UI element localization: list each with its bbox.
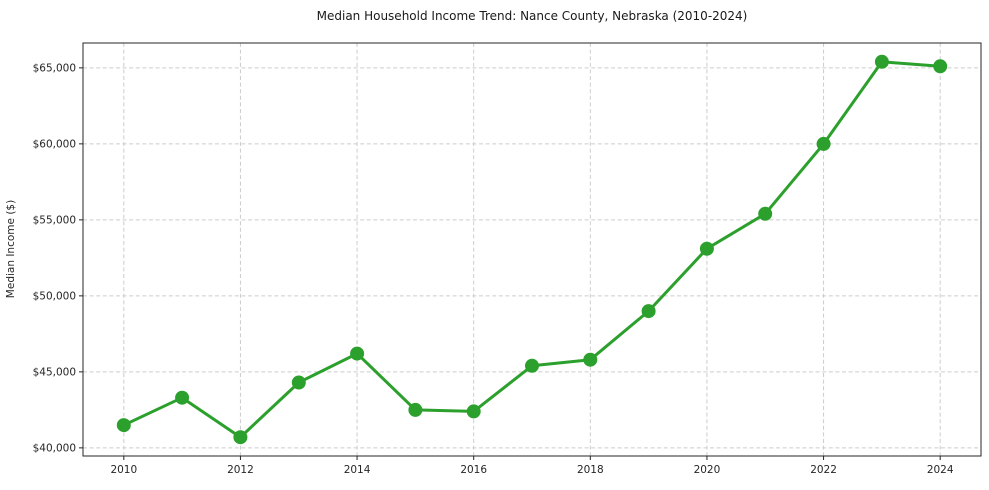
data-point-2021 — [758, 206, 773, 221]
y-tick-label: $55,000 — [33, 214, 76, 226]
data-point-2013 — [291, 375, 306, 390]
x-tick-label: 2024 — [927, 464, 954, 476]
x-tick-label: 2016 — [460, 464, 487, 476]
y-tick-label: $40,000 — [33, 442, 76, 454]
chart-title: Median Household Income Trend: Nance Cou… — [317, 9, 748, 23]
y-axis-label: Median Income ($) — [5, 200, 17, 298]
data-point-2015 — [408, 402, 423, 417]
data-point-2023 — [874, 54, 889, 69]
y-tick-label: $65,000 — [33, 62, 76, 74]
data-series — [116, 54, 948, 445]
x-tick-label: 2018 — [577, 464, 604, 476]
data-point-2016 — [466, 404, 481, 419]
data-point-2017 — [525, 358, 539, 373]
data-point-2011 — [175, 390, 190, 405]
axis-ticks: 2010 2012 2014 2016 2018 2020 2022 2024 $40,000 $… — [33, 62, 954, 476]
income-trend-line — [122, 60, 942, 439]
data-point-2014 — [350, 346, 365, 361]
data-point-2010 — [116, 418, 131, 433]
x-tick-label: 2014 — [344, 464, 371, 476]
gridlines — [83, 43, 981, 456]
y-tick-label: $60,000 — [33, 138, 76, 150]
data-point-2019 — [641, 304, 656, 319]
data-point-2020 — [699, 241, 714, 256]
y-tick-label: $50,000 — [33, 290, 76, 302]
x-tick-label: 2010 — [110, 464, 137, 476]
x-tick-label: 2012 — [227, 464, 254, 476]
data-point-2022 — [816, 136, 831, 151]
data-point-2012 — [233, 430, 248, 445]
data-point-2024 — [933, 59, 948, 74]
y-tick-label: $45,000 — [33, 366, 76, 378]
x-tick-label: 2020 — [694, 464, 721, 476]
plot-border — [82, 42, 982, 457]
data-point-2018 — [583, 352, 598, 367]
x-tick-label: 2022 — [810, 464, 837, 476]
